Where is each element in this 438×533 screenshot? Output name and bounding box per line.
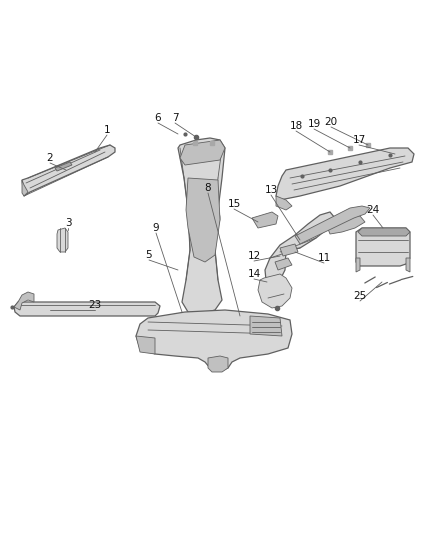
Text: 1: 1 bbox=[104, 125, 110, 135]
Text: 15: 15 bbox=[227, 199, 240, 209]
Text: 25: 25 bbox=[353, 291, 367, 301]
Text: 6: 6 bbox=[155, 113, 161, 123]
Polygon shape bbox=[55, 162, 72, 171]
Text: 20: 20 bbox=[325, 117, 338, 127]
Polygon shape bbox=[356, 228, 410, 266]
Polygon shape bbox=[14, 292, 34, 310]
Text: 11: 11 bbox=[318, 253, 331, 263]
Polygon shape bbox=[358, 228, 410, 236]
Polygon shape bbox=[14, 302, 160, 316]
Text: 23: 23 bbox=[88, 300, 102, 310]
Polygon shape bbox=[265, 212, 335, 284]
Polygon shape bbox=[258, 274, 292, 308]
Polygon shape bbox=[178, 138, 225, 314]
Text: 7: 7 bbox=[172, 113, 178, 123]
Text: 12: 12 bbox=[247, 251, 261, 261]
Polygon shape bbox=[186, 178, 220, 262]
Text: 5: 5 bbox=[146, 250, 152, 260]
Text: 8: 8 bbox=[205, 183, 211, 193]
Polygon shape bbox=[180, 140, 225, 165]
Polygon shape bbox=[136, 310, 292, 370]
Text: 24: 24 bbox=[366, 205, 380, 215]
Polygon shape bbox=[326, 215, 365, 234]
Text: 13: 13 bbox=[265, 185, 278, 195]
Polygon shape bbox=[276, 148, 414, 200]
Text: 14: 14 bbox=[247, 269, 261, 279]
Polygon shape bbox=[275, 258, 292, 270]
Polygon shape bbox=[356, 258, 360, 272]
Polygon shape bbox=[22, 180, 28, 196]
Polygon shape bbox=[250, 316, 282, 336]
Polygon shape bbox=[57, 228, 68, 252]
Text: 3: 3 bbox=[65, 218, 71, 228]
Text: 9: 9 bbox=[153, 223, 159, 233]
Polygon shape bbox=[208, 356, 228, 372]
Polygon shape bbox=[136, 336, 155, 354]
Text: 19: 19 bbox=[307, 119, 321, 129]
Text: 17: 17 bbox=[353, 135, 366, 145]
Polygon shape bbox=[276, 196, 292, 210]
Polygon shape bbox=[295, 206, 370, 244]
Polygon shape bbox=[406, 258, 410, 272]
Polygon shape bbox=[22, 145, 115, 196]
Polygon shape bbox=[252, 212, 278, 228]
Text: 2: 2 bbox=[47, 153, 53, 163]
Text: 18: 18 bbox=[290, 121, 303, 131]
Polygon shape bbox=[280, 244, 298, 256]
